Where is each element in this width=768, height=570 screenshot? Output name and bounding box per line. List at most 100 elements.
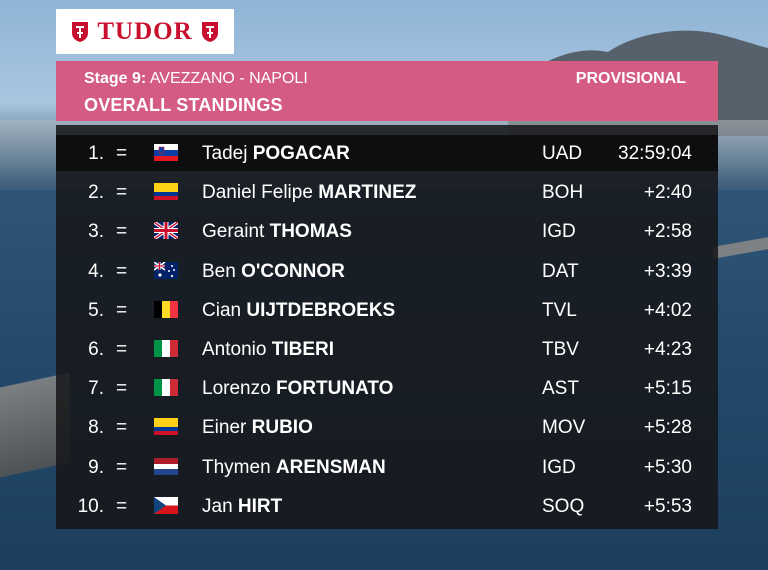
sponsor-logo: TUDOR	[56, 9, 234, 54]
rider-last-name: ARENSMAN	[275, 456, 386, 478]
rider-last-name: FORTUNATO	[275, 378, 394, 400]
rank-change: =	[116, 221, 128, 243]
time-gap: +4:23	[643, 339, 692, 360]
rank-change: =	[116, 260, 128, 282]
rider-name: Tadej POGACAR	[202, 143, 350, 165]
rank-position: 4.	[88, 260, 104, 282]
table-row: 1. = Tadej POGACAR UAD 32:59:04	[56, 135, 718, 171]
rider-first-name: Jan	[202, 495, 233, 517]
time-gap: +4:02	[643, 299, 692, 321]
rider-first-name: Cian	[202, 299, 242, 321]
rider-last-name: THOMAS	[269, 221, 352, 243]
background-breakwater	[713, 237, 768, 259]
team-code: SOQ	[542, 495, 585, 517]
team-code: TBV	[542, 339, 579, 360]
rider-name: Geraint THOMAS	[202, 221, 352, 243]
rider-first-name: Geraint	[202, 221, 265, 243]
rank-position: 2.	[88, 182, 104, 204]
time-gap: +5:28	[643, 417, 692, 439]
team-code: IGD	[542, 221, 576, 243]
rider-first-name: Einer	[202, 417, 247, 439]
rider-name: Ben O'CONNOR	[202, 261, 345, 283]
rank-position: 5.	[88, 299, 104, 321]
team-code: DAT	[542, 260, 579, 282]
rider-last-name: POGACAR	[252, 143, 350, 164]
team-code: IGD	[542, 456, 576, 478]
rank-position: 6.	[88, 339, 104, 360]
rider-first-name: Daniel Felipe	[202, 182, 313, 204]
rank-change: =	[116, 182, 128, 204]
tudor-shield-icon	[72, 21, 89, 42]
uk-flag-icon	[154, 222, 178, 240]
rider-name: Antonio TIBERI	[202, 339, 334, 361]
rider-first-name: Lorenzo	[202, 378, 271, 400]
rank-change: =	[116, 378, 128, 400]
rider-last-name: MARTINEZ	[318, 182, 417, 204]
rider-last-name: TIBERI	[271, 339, 335, 360]
time-gap: +5:15	[643, 378, 692, 400]
rank-position: 7.	[88, 378, 104, 400]
rider-first-name: Antonio	[202, 339, 267, 360]
table-row: 7. = Lorenzo FORTUNATO AST +5:15	[56, 370, 718, 406]
time-gap: +2:40	[643, 182, 692, 204]
time-gap: +3:39	[643, 260, 692, 282]
rider-first-name: Ben	[202, 260, 236, 282]
rider-last-name: O'CONNOR	[241, 260, 345, 282]
rank-change: =	[116, 417, 128, 439]
table-row: 5. = Cian UIJTDEBROEKS TVL +4:02	[56, 292, 718, 328]
stage-line: Stage 9: AVEZZANO - NAPOLI	[84, 70, 308, 88]
team-code: MOV	[542, 417, 586, 439]
rider-last-name: RUBIO	[251, 417, 313, 439]
rank-change: =	[116, 456, 128, 478]
rider-name: Cian UIJTDEBROEKS	[202, 300, 395, 322]
rank-position: 1.	[88, 143, 104, 164]
rider-last-name: UIJTDEBROEKS	[246, 299, 396, 321]
rank-change: =	[116, 495, 128, 517]
team-code: TVL	[542, 299, 577, 321]
czechia-flag-icon	[154, 496, 178, 514]
colombia-flag-icon	[154, 418, 178, 436]
team-code: UAD	[542, 143, 583, 164]
rider-first-name: Tadej	[202, 143, 248, 164]
rider-name: Jan HIRT	[202, 496, 282, 518]
rider-name: Daniel Felipe MARTINEZ	[202, 182, 416, 204]
table-row: 10. = Jan HIRT SOQ +5:53	[56, 488, 718, 524]
table-row: 6. = Antonio TIBERI TBV +4:23	[56, 331, 718, 367]
italy-flag-icon	[154, 340, 178, 357]
time-gap: 32:59:04	[618, 143, 692, 164]
table-row: 2. = Daniel Felipe MARTINEZ BOH +2:40	[56, 174, 718, 210]
page-title: OVERALL STANDINGS	[84, 95, 283, 115]
rank-change: =	[116, 299, 128, 321]
rider-first-name: Thymen	[202, 456, 271, 478]
standings-header: Stage 9: AVEZZANO - NAPOLI OVERALL STAND…	[56, 61, 718, 121]
table-row: 4. = Ben O'CONNOR DAT +3:39	[56, 253, 718, 289]
rank-change: =	[116, 339, 128, 360]
table-row: 8. = Einer RUBIO MOV +5:28	[56, 409, 718, 445]
time-gap: +5:30	[643, 456, 692, 478]
slovenia-flag-icon	[154, 144, 178, 161]
standings-table: 1. = Tadej POGACAR UAD 32:59:04 2. = Dan…	[56, 125, 718, 529]
status-badge: PROVISIONAL	[575, 70, 686, 87]
colombia-flag-icon	[154, 183, 178, 201]
team-code: AST	[542, 378, 579, 400]
rank-position: 9.	[88, 456, 104, 478]
time-gap: +5:53	[643, 495, 692, 517]
table-row: 9. = Thymen ARENSMAN IGD +5:30	[56, 449, 718, 485]
rank-position: 10.	[77, 495, 104, 517]
rider-name: Thymen ARENSMAN	[202, 457, 386, 479]
rider-last-name: HIRT	[237, 495, 283, 517]
rank-position: 3.	[88, 221, 104, 243]
logo-text: TUDOR	[97, 17, 193, 45]
stage-route: AVEZZANO - NAPOLI	[149, 70, 308, 87]
tudor-shield-icon	[201, 21, 218, 42]
italy-flag-icon	[154, 379, 178, 397]
table-row: 3. = Geraint THOMAS IGD +2:58	[56, 213, 718, 249]
rider-name: Einer RUBIO	[202, 417, 313, 439]
netherlands-flag-icon	[154, 457, 178, 475]
team-code: BOH	[542, 182, 584, 204]
stage-number: Stage 9:	[84, 70, 147, 87]
belgium-flag-icon	[154, 300, 178, 318]
australia-flag-icon	[154, 261, 178, 279]
rank-change: =	[116, 143, 128, 164]
time-gap: +2:58	[643, 221, 692, 243]
